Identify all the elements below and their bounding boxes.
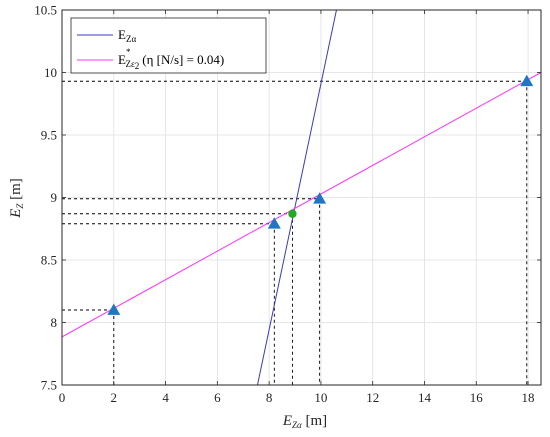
y-tick-label: 9 [51,190,58,205]
x-tick-label: 18 [522,390,535,405]
y-tick-label: 7.5 [41,378,57,393]
intersection-point [288,209,297,218]
x-tick-label: 0 [59,390,66,405]
markers-layer [107,74,534,315]
y-tick-label: 8.5 [41,253,57,268]
x-tick-label: 14 [418,390,432,405]
triangle-marker [107,303,121,315]
legend-entry-ezalpha: EZα [118,27,136,44]
y-tick-label: 9.5 [41,128,57,143]
x-tick-label: 2 [111,390,118,405]
series-line-0 [256,10,337,385]
x-tick-label: 6 [214,390,221,405]
x-tick-label: 16 [470,390,484,405]
y-tick-label: 8 [51,315,58,330]
legend-box [70,17,267,74]
x-tick-label: 10 [314,390,327,405]
x-tick-label: 8 [266,390,273,405]
triangle-marker [520,74,534,87]
axis-labels-layer: EZα [m] EZ [m] [8,178,327,430]
y-tick-label: 10.5 [34,3,57,18]
triangle-marker [267,217,281,229]
triangle-marker [313,192,327,204]
x-tick-label: 4 [162,390,169,405]
y-axis-label: EZ [m] [8,178,25,219]
series-lines-layer [62,10,541,385]
ticks-layer: 0 2 4 6 8 10 12 14 16 18 7.5 8 8.5 9 9.5 10 10.5 [34,3,541,405]
y-tick-label: 10 [44,65,57,80]
legend: EZα E* Zε2 (η [N/s] = 0.04) [70,17,267,74]
x-axis-label: EZα [m] [282,413,327,430]
series-line-1 [62,72,541,338]
legend-entry-ezeps2: E* Zε2 (η [N/s] = 0.04) [118,47,224,71]
x-tick-label: 12 [366,390,379,405]
